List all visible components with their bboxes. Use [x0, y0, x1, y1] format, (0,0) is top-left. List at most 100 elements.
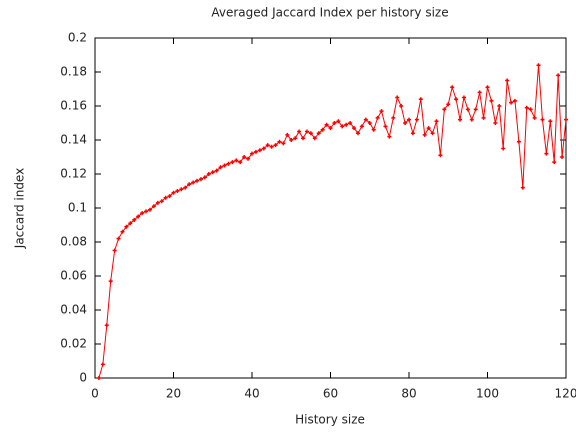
point — [403, 121, 408, 125]
y-tick-label: 0.16 — [60, 99, 87, 113]
point — [328, 126, 333, 131]
point — [371, 127, 376, 132]
point — [316, 131, 321, 136]
x-tick-label: 40 — [244, 387, 259, 401]
point — [163, 195, 168, 200]
series-line — [98, 65, 567, 379]
point — [246, 156, 251, 161]
point — [461, 95, 466, 100]
point — [422, 132, 427, 137]
point — [501, 146, 506, 151]
y-tick-label: 0.06 — [60, 269, 87, 283]
point — [418, 97, 423, 102]
point — [116, 236, 121, 241]
point — [320, 127, 325, 132]
point — [363, 117, 368, 122]
point — [395, 95, 400, 100]
point — [355, 131, 360, 136]
point — [253, 149, 258, 154]
point — [477, 90, 482, 95]
point — [434, 119, 439, 124]
point — [332, 121, 337, 125]
point — [191, 180, 196, 185]
point — [285, 132, 290, 137]
point — [96, 376, 101, 380]
point — [226, 161, 231, 166]
point — [151, 204, 156, 209]
point — [548, 119, 553, 124]
point — [238, 160, 243, 165]
chart-title: Averaged Jaccard Index per history size — [211, 6, 448, 20]
point — [505, 78, 510, 83]
point — [383, 124, 388, 129]
point — [410, 131, 415, 136]
point — [473, 107, 478, 112]
point — [512, 98, 517, 103]
point — [230, 160, 235, 165]
point — [485, 85, 490, 90]
x-tick-label: 20 — [166, 387, 181, 401]
point — [269, 144, 274, 149]
point — [289, 138, 294, 142]
y-tick-label: 0.18 — [60, 65, 87, 79]
x-tick-label: 60 — [323, 387, 338, 401]
point — [352, 126, 357, 131]
point — [198, 177, 203, 182]
point — [159, 199, 164, 204]
point — [391, 115, 396, 120]
point — [532, 115, 537, 120]
point — [187, 182, 192, 187]
y-tick-label: 0.1 — [68, 201, 87, 215]
point — [108, 279, 113, 284]
point — [442, 107, 447, 112]
y-axis-label: Jaccard index — [13, 168, 27, 249]
point — [458, 117, 463, 122]
point — [399, 104, 404, 108]
point — [544, 151, 549, 156]
point — [509, 100, 514, 105]
y-tick-label: 0.08 — [60, 235, 87, 249]
point — [195, 178, 200, 183]
point — [136, 214, 141, 219]
point — [489, 98, 494, 103]
point — [481, 115, 486, 120]
point — [359, 124, 364, 129]
point — [540, 117, 545, 122]
point — [304, 129, 309, 134]
x-axis-label: History size — [295, 413, 365, 427]
point — [281, 141, 286, 146]
point — [367, 121, 372, 125]
point — [564, 117, 568, 122]
x-tick-label: 100 — [476, 387, 499, 401]
point — [450, 85, 455, 90]
point — [234, 158, 239, 163]
point — [493, 121, 498, 125]
point — [465, 107, 470, 112]
point — [171, 190, 176, 195]
point — [520, 185, 525, 190]
point — [265, 143, 270, 148]
point — [179, 187, 184, 192]
point — [293, 136, 298, 141]
point — [214, 168, 219, 173]
point — [556, 73, 561, 78]
point — [348, 121, 353, 125]
point — [407, 117, 411, 122]
point — [175, 189, 180, 193]
point — [167, 194, 172, 199]
point — [261, 146, 266, 151]
point — [104, 323, 109, 328]
point — [379, 109, 384, 114]
point — [147, 207, 152, 212]
point — [132, 217, 137, 222]
point — [301, 136, 306, 141]
point — [277, 139, 282, 144]
point — [497, 104, 502, 108]
point — [528, 107, 533, 112]
y-tick-label: 0.14 — [60, 133, 87, 147]
point — [250, 151, 254, 156]
point — [312, 136, 317, 141]
point — [144, 209, 149, 214]
point — [430, 131, 435, 136]
